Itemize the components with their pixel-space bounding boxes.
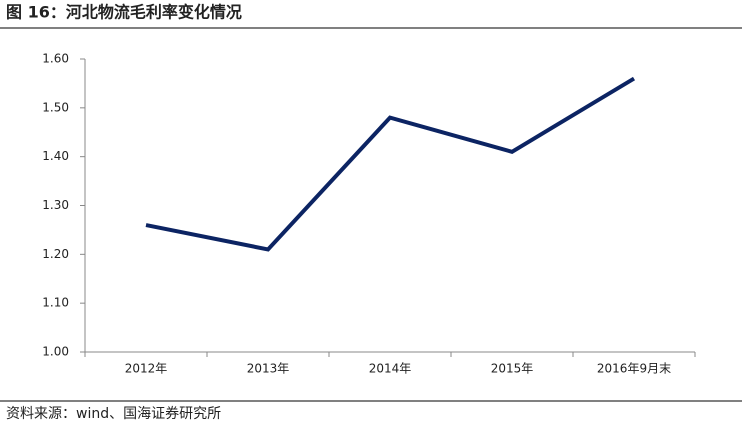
chart-title: 图 16：河北物流毛利率变化情况 (6, 3, 242, 22)
y-tick-label: 1.40 (42, 149, 69, 163)
y-tick-label: 1.60 (42, 52, 69, 66)
x-tick-label: 2012年 (125, 362, 168, 376)
x-tick-label: 2015年 (491, 362, 534, 376)
source-note: 资料来源：wind、国海证券研究所 (6, 406, 221, 422)
y-tick-label: 1.20 (42, 247, 69, 261)
x-tick-label: 2016年9月末 (597, 362, 671, 376)
y-tick-label: 1.50 (42, 100, 69, 114)
x-tick-label: 2014年 (369, 362, 412, 376)
data-line (145, 76, 636, 252)
y-tick-label: 1.00 (42, 345, 69, 359)
y-tick-label: 1.10 (42, 296, 69, 310)
y-tick-label: 1.30 (42, 198, 69, 212)
x-tick-label: 2013年 (247, 362, 290, 376)
